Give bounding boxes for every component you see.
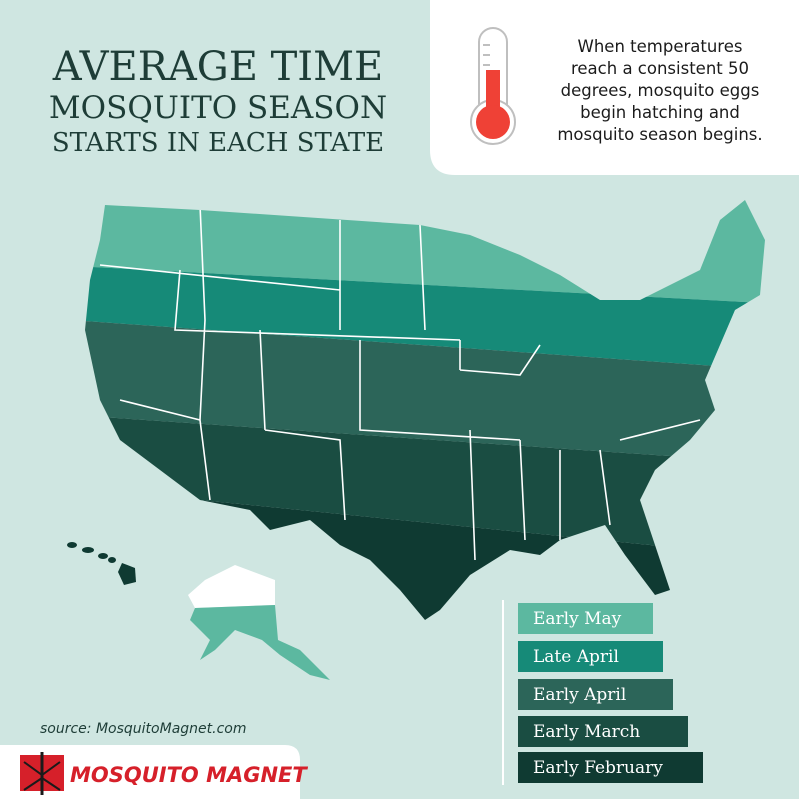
legend-label: Late April bbox=[533, 647, 619, 667]
title-line: MOSQUITO SEASON bbox=[49, 90, 387, 126]
logo-box bbox=[0, 745, 300, 799]
info-box bbox=[430, 0, 799, 175]
info-text: begin hatching and bbox=[580, 103, 740, 122]
logo-text: MOSQUITO MAGNET bbox=[70, 763, 308, 787]
info-text: When temperatures bbox=[578, 37, 743, 56]
legend-swatch bbox=[518, 603, 653, 634]
title-line: STARTS IN EACH STATE bbox=[52, 128, 384, 158]
legend-label: Early March bbox=[533, 722, 640, 742]
title-line: AVERAGE TIME bbox=[52, 44, 384, 90]
alaska bbox=[188, 565, 330, 680]
info-text: degrees, mosquito eggs bbox=[561, 81, 760, 100]
legend-swatch bbox=[518, 679, 673, 710]
legend-swatch bbox=[518, 752, 703, 783]
legend-label: Early February bbox=[533, 758, 663, 778]
legend-label: Early May bbox=[533, 609, 622, 629]
logo-icon bbox=[20, 752, 64, 795]
hawaii bbox=[67, 542, 136, 585]
legend-swatch bbox=[518, 716, 688, 747]
thermometer bbox=[470, 27, 516, 145]
info-text: reach a consistent 50 bbox=[571, 59, 749, 78]
legend-swatch bbox=[518, 641, 663, 672]
source: source: MosquitoMagnet.com bbox=[40, 721, 246, 737]
legend-label: Early April bbox=[533, 685, 626, 705]
info-text: mosquito season begins. bbox=[557, 125, 762, 144]
